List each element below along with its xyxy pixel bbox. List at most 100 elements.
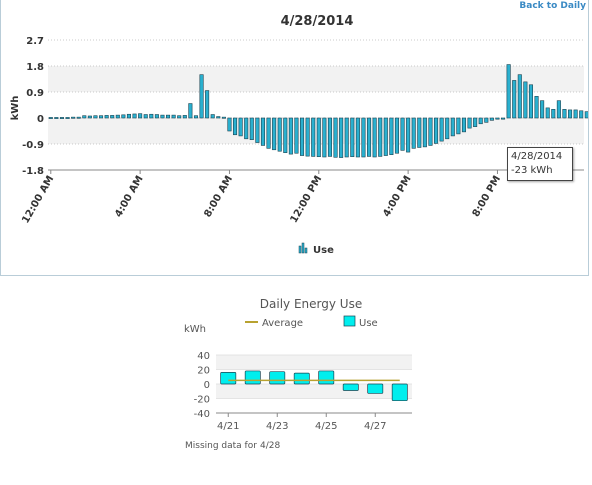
bar <box>121 114 126 119</box>
bar <box>342 383 359 391</box>
bar <box>238 117 243 137</box>
legend-label-use: Use <box>313 245 334 256</box>
intraday-energy-chart: 2.7 1.8 0.9 0 -0.9 -1.812:00 AM 4:00 AM 8:00 AM… <box>10 14 588 256</box>
bar <box>534 96 539 119</box>
back-to-daily-link[interactable]: Back to Daily <box>519 1 586 11</box>
bar <box>54 117 59 119</box>
bar <box>177 115 182 119</box>
x-tick-label: 4/21 <box>217 421 239 432</box>
bar <box>82 115 87 119</box>
y-axis-label: kWh <box>10 96 21 121</box>
bar <box>473 117 478 127</box>
bar <box>367 383 384 394</box>
bar <box>344 117 349 158</box>
x-tick-label: 12:00 PM <box>289 174 325 225</box>
bar <box>316 117 321 158</box>
bar <box>439 117 444 142</box>
x-tick-label: 4/27 <box>364 421 386 432</box>
bar <box>445 117 450 140</box>
bar <box>506 64 511 119</box>
bar <box>249 117 254 140</box>
bar <box>467 117 472 129</box>
bar <box>104 115 109 119</box>
bar <box>260 117 265 146</box>
bar <box>573 109 578 119</box>
bar <box>93 115 98 119</box>
bar <box>568 109 573 119</box>
bar <box>277 117 282 152</box>
bar <box>495 117 500 120</box>
bar <box>484 117 489 123</box>
tooltip-date: 4/28/2014 <box>511 151 563 162</box>
bar <box>255 117 260 143</box>
bar <box>318 370 335 385</box>
chart-title: 4/28/2014 <box>281 14 354 29</box>
y-tick-label: 40 <box>197 351 210 362</box>
bar <box>132 113 137 119</box>
plot-band <box>216 355 412 370</box>
y-tick-label: -1.8 <box>22 166 44 177</box>
bar <box>311 117 316 157</box>
bar <box>210 114 215 119</box>
bar <box>383 117 388 156</box>
chart-title: Daily Energy Use <box>260 297 362 311</box>
y-tick-label: 20 <box>197 366 210 377</box>
bar <box>579 110 584 119</box>
bar <box>99 115 104 119</box>
bar <box>556 100 561 119</box>
bar <box>115 114 120 119</box>
bar <box>76 116 81 119</box>
bar <box>110 115 115 119</box>
legend[interactable]: Use <box>298 242 334 256</box>
bar <box>501 117 506 120</box>
plot-band <box>48 66 584 92</box>
bar <box>305 117 310 157</box>
bar <box>166 114 171 119</box>
bar <box>389 117 394 155</box>
y-tick-label: 0 <box>37 114 44 125</box>
bar <box>540 100 545 119</box>
legend[interactable]: Average Use <box>245 315 378 329</box>
bar <box>171 114 176 119</box>
bar <box>193 115 198 119</box>
bar <box>450 117 455 137</box>
bar <box>71 116 76 119</box>
bar <box>143 114 148 119</box>
y-tick-label: 0.9 <box>26 88 44 99</box>
bar <box>394 117 399 154</box>
y-tick-label: -0.9 <box>22 140 44 151</box>
bar <box>523 81 528 119</box>
bar <box>87 115 92 119</box>
bar <box>294 117 299 154</box>
legend-label-use: Use <box>359 318 378 329</box>
bar <box>512 80 517 119</box>
bar <box>350 117 355 158</box>
y-tick-label: 1.8 <box>26 62 44 73</box>
bar <box>333 117 338 158</box>
bar <box>461 117 466 133</box>
bar <box>339 117 344 158</box>
bar <box>272 117 277 151</box>
bar <box>406 117 411 153</box>
tooltip: 4/28/2014 -23 kWh <box>507 147 573 181</box>
bar <box>378 117 383 157</box>
y-tick-label: 0 <box>204 380 210 391</box>
bar <box>227 117 232 132</box>
bar <box>478 117 483 125</box>
bar <box>411 117 416 149</box>
tooltip-value: -23 kWh <box>511 165 553 176</box>
legend-bar-icon <box>298 242 308 254</box>
bar <box>182 115 187 119</box>
bar <box>489 117 494 121</box>
bar <box>517 74 522 119</box>
bar <box>528 84 533 119</box>
bar <box>456 117 461 135</box>
y-tick-label: 2.7 <box>26 36 44 47</box>
x-tick-label: 4/25 <box>315 421 337 432</box>
daily-energy-chart: 40 20 0 -20 -40 4/21 4/23 4/25 4/27 Daily Energy… <box>184 297 412 451</box>
bar <box>428 117 433 146</box>
x-tick-label: 8:00 PM <box>471 174 503 219</box>
bar <box>422 117 427 148</box>
bar <box>138 113 143 119</box>
bar <box>48 117 53 119</box>
